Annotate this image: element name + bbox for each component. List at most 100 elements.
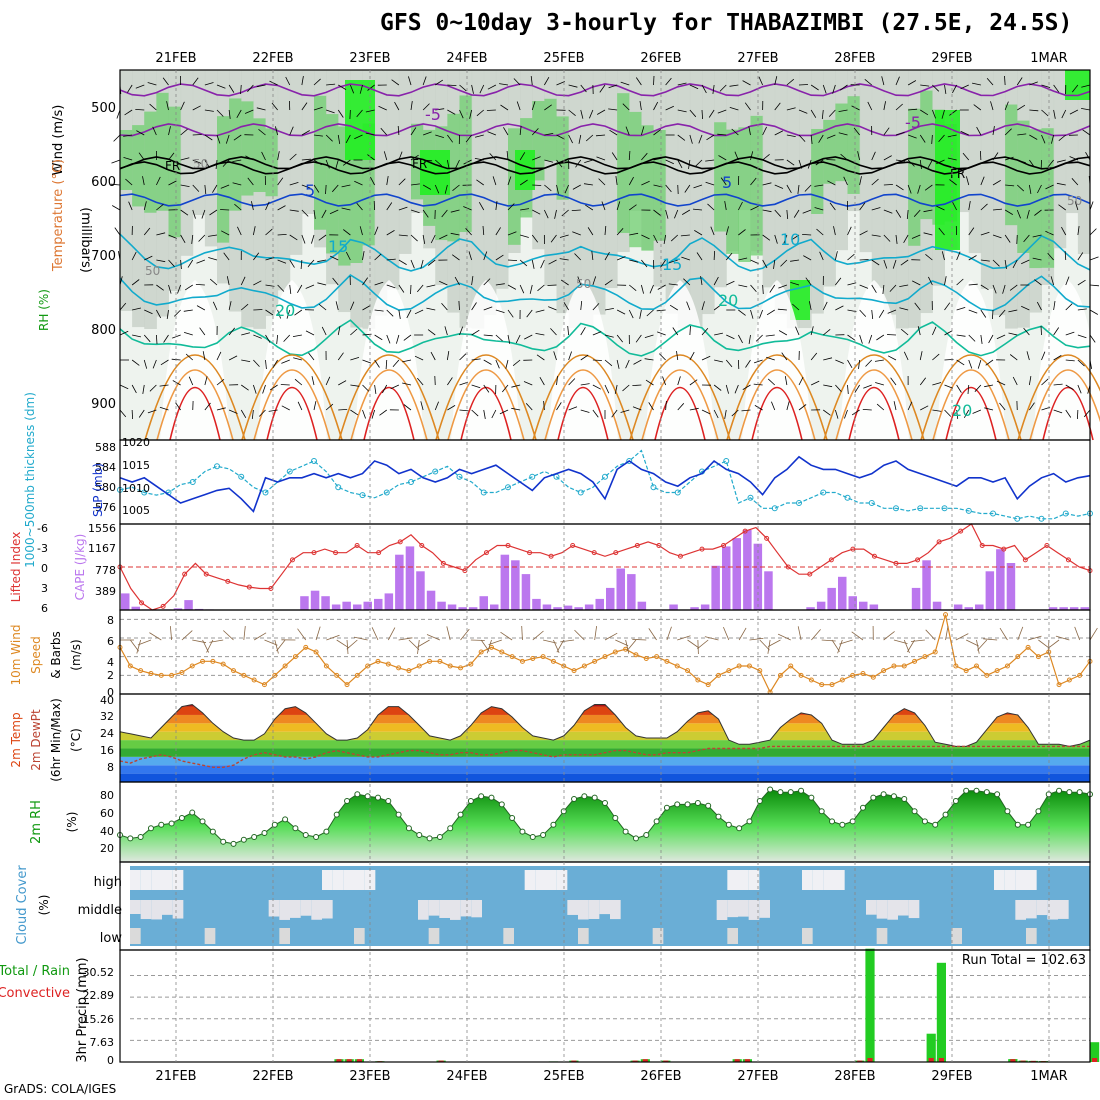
wind-barb (864, 78, 873, 86)
wind-barb (180, 234, 186, 243)
wind-barb (689, 109, 697, 118)
wind-barb (212, 184, 218, 193)
wind-barb (821, 109, 824, 120)
rh-shade-green (265, 128, 279, 197)
wind-barb (520, 234, 529, 238)
rh-point (1025, 821, 1032, 828)
wind-barb (883, 184, 893, 186)
wind-barb (175, 402, 181, 411)
wind-barb (337, 352, 344, 361)
wind-barb (941, 109, 945, 119)
wind-speed-point (819, 682, 825, 688)
rh-point (1014, 821, 1021, 828)
rh-shade-grey (762, 70, 776, 288)
cloud-high-block (332, 870, 344, 890)
wind-barb (1029, 134, 1038, 140)
rh-shade-green (217, 116, 230, 243)
cloud-high-block (354, 870, 365, 890)
lifted-index-point (376, 550, 382, 556)
cape-bar (532, 598, 541, 610)
cape-bar (331, 604, 341, 610)
cape-bar (405, 546, 415, 610)
wind-barb (1037, 184, 1042, 194)
wind-barb (318, 234, 327, 241)
wind-barb (689, 407, 699, 411)
wind-barb (168, 284, 172, 294)
wind-barb (471, 276, 474, 286)
wind-barb (343, 229, 351, 236)
wind-barb (147, 82, 157, 86)
wind-barb (956, 359, 965, 366)
precip-tick-label: 22.89 (83, 989, 115, 1002)
wind-barb (759, 309, 763, 319)
wind-speed-point (210, 658, 216, 664)
wind-barb (172, 334, 181, 339)
wind-barb (398, 309, 401, 319)
wind-axis-title: Wind (m/s) (51, 105, 66, 176)
wind-barb (362, 384, 370, 392)
rh-point (540, 832, 547, 838)
wind-barb (143, 201, 147, 211)
surface-wind-barb (336, 639, 349, 648)
cloud-middle-block (567, 900, 578, 915)
wind-barb (277, 259, 287, 264)
wind-barb (591, 251, 594, 261)
wind-barb (1071, 178, 1079, 186)
wind-barb (748, 126, 751, 136)
rh-point (1066, 789, 1073, 796)
wind-barb (1041, 351, 1046, 361)
wind-barb (924, 184, 933, 191)
wind-barb (447, 377, 453, 386)
wind-barb (689, 84, 699, 90)
cape-bar (616, 568, 625, 610)
cape-bar (342, 601, 351, 610)
wind-speed-point (251, 677, 257, 683)
wind-barb (119, 330, 129, 336)
wind-barb (434, 184, 440, 194)
wind-barb (900, 328, 909, 336)
lifted-index-point (764, 535, 770, 541)
wind-barb (895, 209, 902, 218)
wind-barb (294, 309, 303, 316)
wind-speed-point (798, 672, 804, 678)
wind-barb (471, 329, 480, 336)
rh-shade-green (823, 119, 836, 184)
rh-shade-grey (859, 70, 873, 253)
wind-speed-point (1035, 654, 1041, 660)
wind-barb (774, 184, 784, 189)
wind-barb (285, 76, 291, 86)
cape-bar (922, 560, 931, 610)
wind-barb (629, 204, 637, 211)
wind-barb (113, 134, 121, 142)
rh-shade-green (920, 90, 933, 220)
wind-barb (641, 234, 650, 240)
wind-barb (641, 259, 648, 268)
rh-shade-green (132, 125, 145, 207)
wind-barb (960, 130, 969, 136)
wind-barb (931, 134, 933, 145)
wind-barb (1053, 409, 1063, 414)
wind-barb (204, 109, 214, 112)
precip-convective-bar (632, 1060, 638, 1062)
wind-barb (160, 359, 169, 366)
thickness-point (1014, 515, 1021, 522)
wind-barb (156, 309, 162, 319)
contour-label: FR (165, 159, 180, 173)
wind-barb (927, 159, 933, 169)
rh-shade-green (617, 93, 630, 233)
wind-barb (780, 259, 788, 267)
wind-barb (568, 134, 573, 144)
wind-barb (952, 201, 957, 211)
rh-shade-green (326, 114, 339, 254)
rh-point (622, 828, 629, 835)
wind-barb (688, 159, 691, 169)
cloud-low-block (951, 928, 962, 944)
rh-point (405, 825, 412, 832)
thickness-point (917, 505, 924, 512)
wind-barb (251, 409, 254, 419)
wind-barb (871, 151, 876, 161)
surface-wind-barb (831, 639, 840, 652)
wind-barb (414, 355, 424, 361)
thickness-point (674, 489, 681, 496)
wind-barb (843, 176, 848, 186)
